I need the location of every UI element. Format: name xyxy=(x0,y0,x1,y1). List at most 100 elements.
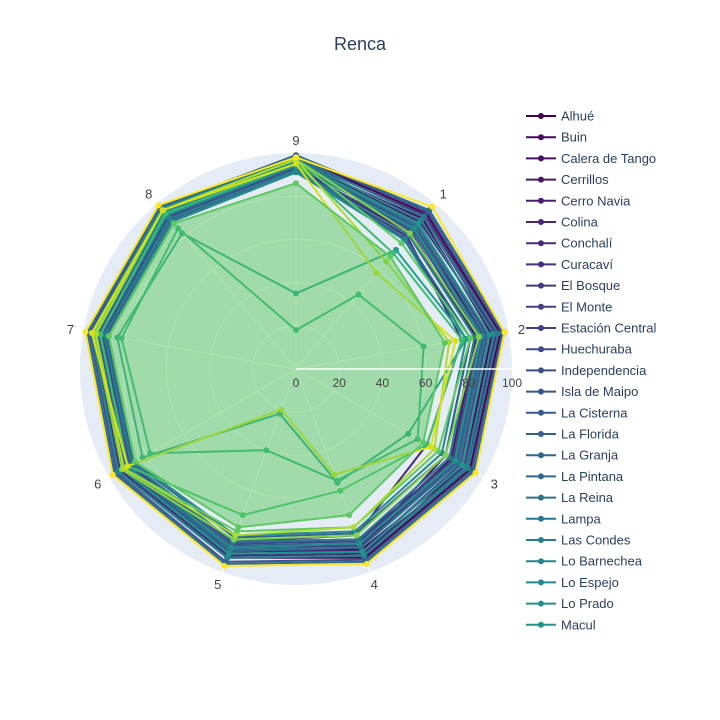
legend-swatch-marker xyxy=(538,452,544,459)
legend-item[interactable]: La Granja xyxy=(526,448,619,463)
legend-item[interactable]: Lo Barnechea xyxy=(526,554,643,569)
legend-swatch-marker xyxy=(538,431,544,437)
data-point xyxy=(293,154,299,161)
angular-tick-label: 9 xyxy=(292,133,299,148)
angular-tick-label: 2 xyxy=(518,322,525,337)
legend-item[interactable]: El Monte xyxy=(526,299,612,314)
legend-item[interactable]: Macul xyxy=(526,617,596,632)
data-point xyxy=(359,548,366,555)
radial-tick-label: 80 xyxy=(462,376,476,390)
data-point xyxy=(398,240,405,247)
data-point xyxy=(411,225,417,232)
data-point xyxy=(88,330,95,336)
legend-label: Isla de Maipo xyxy=(561,384,638,399)
series-unnamed-32 xyxy=(82,154,508,569)
series-line xyxy=(90,158,495,559)
series-line xyxy=(99,165,483,549)
legend-label: El Monte xyxy=(561,299,612,314)
legend-item[interactable]: Lo Espejo xyxy=(526,575,619,590)
legend-label: La Granja xyxy=(561,448,619,463)
angular-tick-label: 3 xyxy=(491,477,498,492)
legend-swatch-marker xyxy=(538,388,544,395)
data-point xyxy=(350,524,357,531)
angular-tick-label: 4 xyxy=(371,577,378,592)
legend-swatch-marker xyxy=(538,303,544,310)
legend-swatch-marker xyxy=(538,494,544,501)
legend-label: La Cisterna xyxy=(561,405,628,420)
polar-axis: 0 20 40 60 80 100 1 2 3 4 5 6 7 8 9 xyxy=(67,133,525,592)
data-point xyxy=(387,253,394,260)
data-point xyxy=(82,328,89,335)
angular-tick-label: 1 xyxy=(440,187,447,202)
legend-item[interactable]: Cerrillos xyxy=(526,172,609,187)
legend-item[interactable]: La Pintana xyxy=(526,469,624,484)
angular-tick-label: 8 xyxy=(145,187,152,202)
legend-item[interactable]: Calera de Tango xyxy=(526,151,656,166)
legend: Alhué Buin Calera de Tango Cerrillos Cerro N… xyxy=(526,109,656,632)
legend-item[interactable]: Lampa xyxy=(526,511,602,526)
legend-label: La Reina xyxy=(561,490,614,505)
legend-item[interactable]: Cerro Navia xyxy=(526,193,631,208)
data-point xyxy=(293,180,299,187)
legend-label: Lo Barnechea xyxy=(561,554,643,569)
legend-label: Cerrillos xyxy=(561,172,609,187)
legend-swatch-marker xyxy=(538,219,544,225)
data-point xyxy=(356,540,363,547)
legend-item[interactable]: Independencia xyxy=(526,363,647,378)
series-line xyxy=(105,169,472,539)
data-point xyxy=(475,333,482,340)
legend-label: Alhué xyxy=(561,109,594,124)
data-point xyxy=(486,331,493,338)
legend-item[interactable]: Isla de Maipo xyxy=(526,384,638,399)
legend-swatch-marker xyxy=(538,600,544,607)
data-point xyxy=(363,560,370,567)
legend-label: Estación Central xyxy=(561,321,656,336)
data-point xyxy=(420,439,427,446)
legend-swatch-marker xyxy=(538,261,544,268)
legend-item[interactable]: La Florida xyxy=(526,427,620,442)
legend-item[interactable]: La Cisterna xyxy=(526,405,628,420)
legend-label: Calera de Tango xyxy=(561,151,656,166)
data-point xyxy=(472,469,479,476)
data-point xyxy=(452,337,459,344)
legend-item[interactable]: Buin xyxy=(526,130,587,145)
data-point xyxy=(293,160,299,167)
legend-swatch-marker xyxy=(538,240,544,247)
legend-swatch-marker xyxy=(538,537,544,543)
angular-tick-label: 6 xyxy=(94,477,101,492)
legend-item[interactable]: Estación Central xyxy=(526,321,656,336)
data-point xyxy=(232,532,239,539)
legend-item[interactable]: El Bosque xyxy=(526,278,620,293)
data-point xyxy=(415,220,422,227)
data-point xyxy=(429,203,436,210)
data-point xyxy=(353,532,360,539)
legend-item[interactable]: Curacaví xyxy=(526,257,613,272)
legend-swatch-marker xyxy=(538,197,544,204)
legend-swatch-marker xyxy=(538,621,544,628)
legend-swatch-marker xyxy=(538,409,544,416)
angular-tick-label: 5 xyxy=(214,577,221,592)
legend-swatch-marker xyxy=(538,282,544,289)
radial-tick-label: 0 xyxy=(293,376,300,390)
data-point xyxy=(235,524,242,531)
series-layer xyxy=(82,152,508,569)
radial-tick-label: 100 xyxy=(502,376,522,390)
data-point xyxy=(155,202,162,209)
legend-item[interactable]: Alhué xyxy=(526,109,594,124)
data-point xyxy=(442,452,449,459)
data-point xyxy=(467,335,474,342)
legend-swatch-marker xyxy=(538,325,544,331)
series-renca xyxy=(105,180,448,531)
radial-tick-label: 40 xyxy=(376,376,390,390)
radial-tick-label: 20 xyxy=(333,376,347,390)
legend-item[interactable]: Lo Prado xyxy=(526,596,614,611)
legend-item[interactable]: Conchalí xyxy=(526,236,613,251)
legend-item[interactable]: Huechuraba xyxy=(526,342,633,357)
legend-item[interactable]: La Reina xyxy=(526,490,614,505)
legend-item[interactable]: Las Condes xyxy=(526,533,631,548)
data-point xyxy=(221,562,228,569)
legend-item[interactable]: Colina xyxy=(526,215,599,230)
legend-swatch-marker xyxy=(538,113,544,119)
data-point xyxy=(293,169,299,176)
data-point xyxy=(124,463,131,470)
